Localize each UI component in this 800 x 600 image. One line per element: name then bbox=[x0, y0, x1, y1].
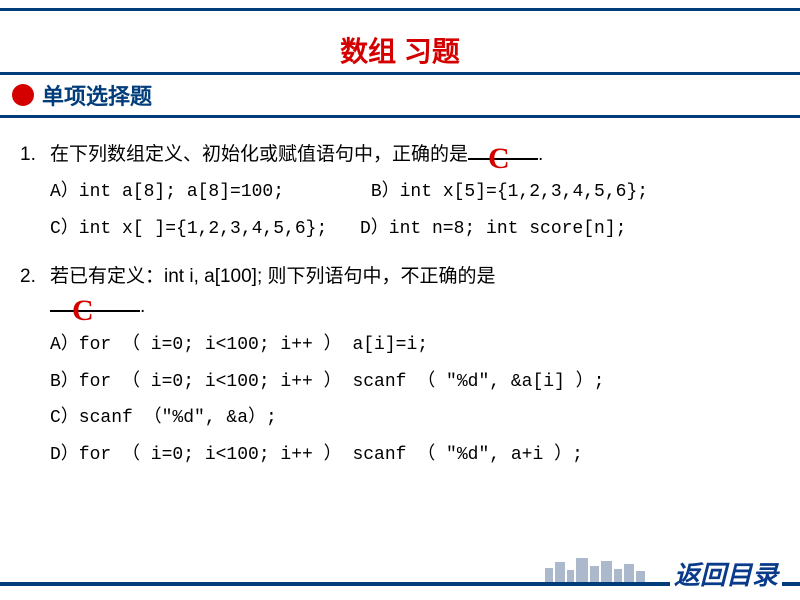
q1-answer: C bbox=[488, 135, 510, 183]
q2-options: A）for （ i=0; i<100; i++ ） a[i]=i; B）for … bbox=[50, 331, 780, 470]
q1-row2: C）int x[ ]={1,2,3,4,5,6};D）int n=8; int … bbox=[50, 215, 780, 244]
q1-stem-pre: 在下列数组定义、初始化或赋值语句中，正确的是 bbox=[50, 144, 468, 165]
q1-stem-post: . bbox=[538, 144, 543, 165]
q1-optB: B）int x[5]={1,2,3,4,5,6}; bbox=[371, 182, 648, 202]
q1-optC: C）int x[ ]={1,2,3,4,5,6}; bbox=[50, 215, 360, 244]
question-1: 1. 在下列数组定义、初始化或赋值语句中，正确的是C. A）int a[8]; … bbox=[20, 140, 780, 252]
footer: 返回目录 bbox=[0, 556, 800, 600]
back-to-toc-link[interactable]: 返回目录 bbox=[670, 555, 782, 592]
bullet-icon bbox=[12, 84, 34, 106]
q1-options: A）int a[8]; a[8]=100; B）int x[5]={1,2,3,… bbox=[50, 178, 780, 244]
q1-number: 1. bbox=[20, 140, 50, 252]
q2-optA: A）for （ i=0; i<100; i++ ） a[i]=i; bbox=[50, 331, 780, 360]
content-area: 1. 在下列数组定义、初始化或赋值语句中，正确的是C. A）int a[8]; … bbox=[20, 140, 780, 488]
skyline-icon bbox=[545, 556, 645, 582]
q2-body: 若已有定义：int i, a[100]; 则下列语句中，不正确的是 C. A）f… bbox=[50, 262, 780, 478]
question-2: 2. 若已有定义：int i, a[100]; 则下列语句中，不正确的是 C. … bbox=[20, 262, 780, 478]
q2-optD: D）for （ i=0; i<100; i++ ） scanf （ "%d", … bbox=[50, 441, 780, 470]
q2-stem-pre: 若已有定义：int i, a[100]; 则下列语句中，不正确的是 bbox=[50, 266, 496, 287]
q2-number: 2. bbox=[20, 262, 50, 478]
q2-optB: B）for （ i=0; i<100; i++ ） scanf （ "%d", … bbox=[50, 368, 780, 397]
q2-answer: C bbox=[72, 287, 94, 335]
q1-body: 在下列数组定义、初始化或赋值语句中，正确的是C. A）int a[8]; a[8… bbox=[50, 140, 780, 252]
section-label: 单项选择题 bbox=[42, 79, 152, 111]
q1-stem: 在下列数组定义、初始化或赋值语句中，正确的是C. bbox=[50, 140, 780, 170]
section-header: 单项选择题 bbox=[0, 72, 800, 118]
q2-stem-post: . bbox=[140, 296, 145, 317]
q1-optD: D）int n=8; int score[n]; bbox=[360, 219, 626, 239]
top-rule bbox=[0, 8, 800, 11]
page-title: 数组 习题 bbox=[0, 30, 800, 70]
q2-blank: C bbox=[50, 293, 140, 312]
q2-stem: 若已有定义：int i, a[100]; 则下列语句中，不正确的是 C. bbox=[50, 262, 780, 323]
q1-optA: A）int a[8]; a[8]=100; bbox=[50, 178, 360, 207]
q1-row1: A）int a[8]; a[8]=100; B）int x[5]={1,2,3,… bbox=[50, 178, 780, 207]
q1-blank: C bbox=[468, 141, 538, 160]
q2-optC: C）scanf （"%d", &a）; bbox=[50, 404, 780, 433]
